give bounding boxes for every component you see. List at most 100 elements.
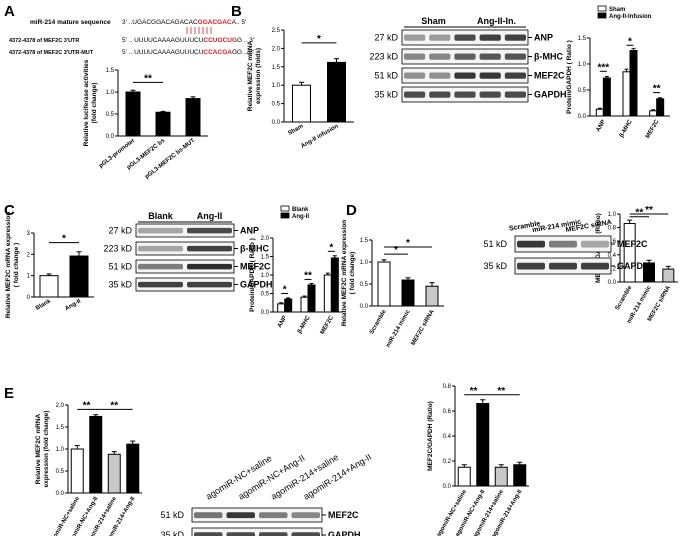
blot-band bbox=[479, 91, 501, 98]
y-tick-label: 1.5 bbox=[272, 65, 281, 71]
blot-band bbox=[226, 532, 255, 539]
category-label: Ang-II bbox=[64, 298, 82, 312]
bar bbox=[284, 298, 293, 313]
y-tick-label: 0.4 bbox=[443, 434, 452, 440]
band-name: β-MHC bbox=[240, 244, 269, 254]
blot-band bbox=[291, 512, 320, 519]
blot-band bbox=[291, 532, 320, 539]
blot-band bbox=[517, 240, 545, 248]
bar bbox=[300, 296, 309, 313]
y-tick-label: 1.0 bbox=[360, 260, 369, 266]
significance-marker: * bbox=[394, 245, 398, 256]
significance-marker: ** bbox=[635, 208, 643, 219]
chart-a-luciferase: 0.0 0.5 1.0 1.5 Relative luciferase activiti… bbox=[83, 59, 208, 180]
y-tick-label: 1.5 bbox=[56, 425, 65, 431]
significance-marker: * bbox=[628, 36, 632, 47]
legend-swatch bbox=[280, 205, 290, 212]
y-tick-label: 0.0 bbox=[578, 114, 587, 120]
kd-label: 51 kD bbox=[374, 71, 398, 81]
category-label: miR-214 mimic bbox=[385, 308, 412, 348]
bar bbox=[39, 275, 59, 298]
category-label: MEF2C bbox=[320, 314, 336, 335]
bar bbox=[595, 108, 604, 117]
blot-band bbox=[404, 34, 426, 41]
chart-d-mrna: 0.0 0.5 1.0 1.5 Relative MEF2C mRNA expressi… bbox=[341, 220, 444, 349]
bar bbox=[457, 466, 471, 487]
y-tick-label: 0.0 bbox=[106, 134, 115, 140]
band-name: MEF2C bbox=[240, 262, 271, 272]
blot-band bbox=[404, 72, 426, 79]
seq-row1: 3' ..UGACGGACAGACACGGACGACA.. 5' bbox=[122, 19, 246, 26]
legend-swatch bbox=[597, 12, 607, 19]
bar bbox=[494, 466, 508, 487]
pairing-lines bbox=[186, 27, 212, 34]
y-tick-label: 0.5 bbox=[578, 88, 587, 94]
bar bbox=[69, 255, 89, 298]
category-label: β-MHC bbox=[619, 118, 634, 138]
y-axis-label: Relative MEF2C mRNA expression bbox=[5, 212, 12, 318]
blot-band bbox=[454, 72, 476, 79]
band-name: MEF2C bbox=[617, 239, 648, 249]
band-name: β-MHC bbox=[534, 52, 563, 62]
y-tick-label: 0.5 bbox=[272, 102, 281, 108]
seq-row3-post: GG .. 3' bbox=[232, 49, 254, 56]
y-tick-label: 2.0 bbox=[261, 236, 270, 242]
seq-row2-pre: 5' .. UUUUCAAAAGUUUCU bbox=[122, 37, 204, 44]
blot-group-label: Ang-II-In. bbox=[477, 16, 516, 26]
blot-band bbox=[404, 53, 426, 60]
significance-marker: ** bbox=[653, 84, 661, 95]
legend-swatch bbox=[597, 5, 607, 12]
legend-label: Ang-II-Infusion bbox=[609, 14, 652, 20]
y-tick-label: 0.0 bbox=[56, 491, 65, 497]
bar bbox=[649, 110, 658, 117]
band-name: MEF2C bbox=[534, 71, 565, 81]
band-name: GAPDH bbox=[240, 280, 273, 290]
y-tick-label: 2 bbox=[27, 252, 31, 258]
bar bbox=[277, 303, 286, 313]
bar bbox=[629, 49, 638, 117]
y-axis-label: Relative MEF2C mRNA expression bbox=[341, 220, 348, 326]
chart-b-mrna: 0.0 0.5 1.0 1.5 2.0 2.5 Relative MEF2C mRNA exp… bbox=[247, 28, 354, 150]
blot-band bbox=[479, 72, 501, 79]
blot-band bbox=[479, 34, 501, 41]
significance-marker: * bbox=[283, 285, 287, 296]
y-tick-label: 0.0 bbox=[261, 310, 270, 316]
y-tick-label: 1.0 bbox=[106, 90, 115, 96]
seq-row1-pre: 3' ..UGACGGACAGACAC bbox=[122, 19, 198, 26]
legend-label: Blank bbox=[292, 207, 309, 213]
y-axis-label: (fold change) bbox=[91, 83, 98, 124]
blot-band bbox=[504, 34, 526, 41]
category-label: Ang-II infusion bbox=[300, 123, 340, 149]
chart-c-mrna: 0 1 2 3 Relative MEF2C mRNA expression( fold… bbox=[5, 212, 94, 318]
bar bbox=[307, 284, 316, 313]
blot-band bbox=[504, 53, 526, 60]
kd-label: 35 kD bbox=[160, 530, 184, 536]
y-tick-label: 0.8 bbox=[443, 384, 452, 390]
y-axis-label: Protein/GAPDH ( Ratio ) bbox=[249, 238, 256, 312]
y-axis-label: ( fold change) bbox=[349, 252, 356, 295]
blot-band bbox=[138, 227, 183, 234]
legend-label: Ang-II bbox=[292, 214, 309, 220]
bar bbox=[292, 84, 311, 123]
significance-marker: ** bbox=[83, 400, 91, 411]
category-label: β-MHC bbox=[297, 314, 312, 334]
seq-row2-red: CCUGCUG bbox=[203, 37, 237, 44]
category-label: ANP bbox=[596, 119, 608, 133]
y-tick-label: 2.0 bbox=[272, 46, 281, 52]
y-tick-label: 1.5 bbox=[578, 36, 587, 42]
legend-label: Sham bbox=[609, 7, 625, 13]
kd-label: 35 kD bbox=[374, 90, 398, 100]
bar bbox=[107, 453, 121, 494]
significance-marker: * bbox=[329, 242, 333, 253]
y-tick-label: 0.0 bbox=[608, 280, 617, 286]
significance-marker: ** bbox=[144, 73, 152, 84]
significance-marker: ** bbox=[645, 205, 653, 216]
western-blot-e: agomiR-NC+salineagomiR-NC+Ang-IIagomiR-2… bbox=[160, 452, 373, 541]
blot-group-label: Ang-II bbox=[197, 211, 223, 221]
category-label: Scramble bbox=[615, 284, 634, 311]
seq-row2-post: G .. 3' bbox=[237, 37, 254, 44]
significance-marker: ** bbox=[304, 270, 312, 281]
